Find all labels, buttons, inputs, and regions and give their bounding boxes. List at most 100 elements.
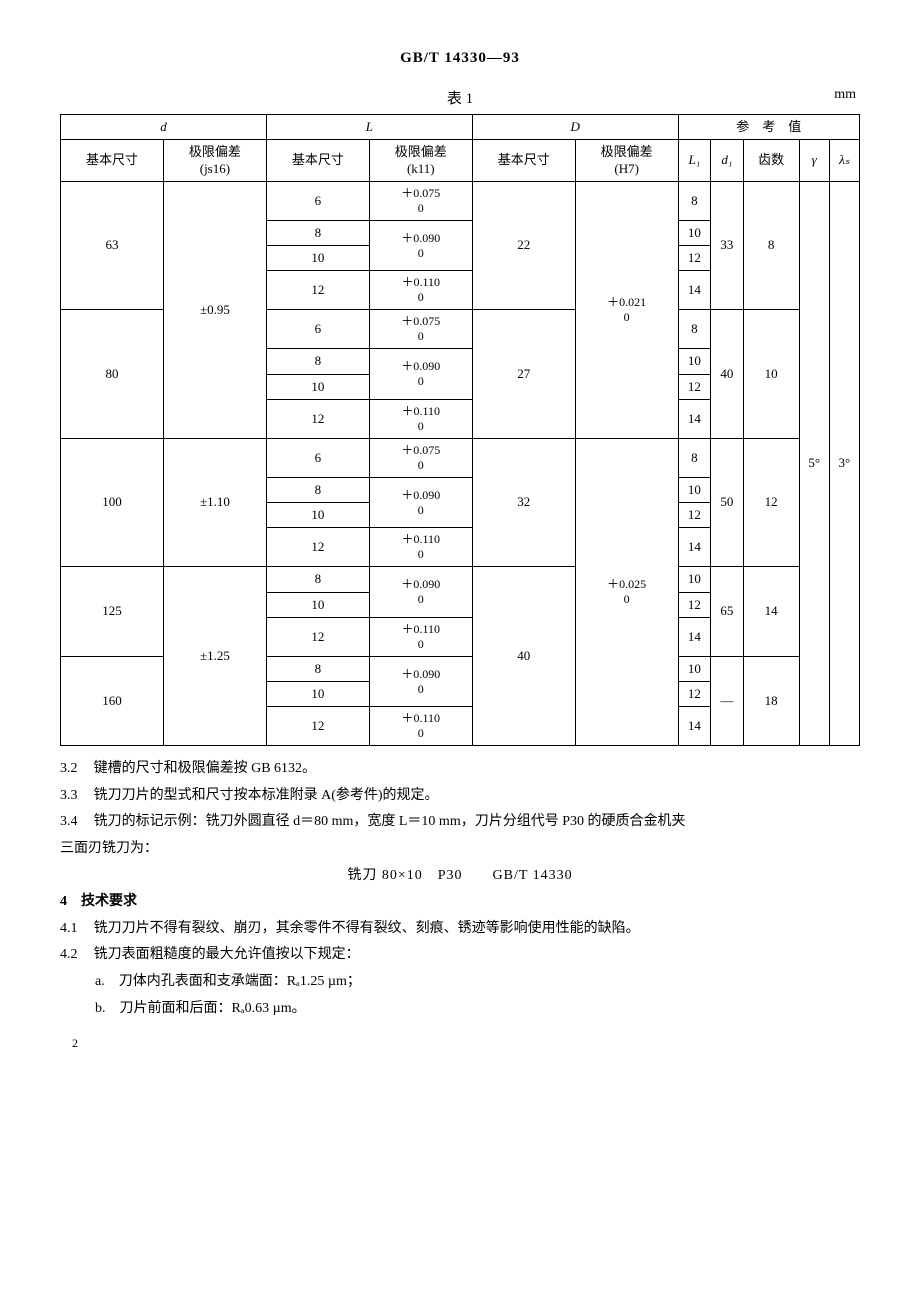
- table-caption-row: 表 1 mm: [60, 87, 860, 108]
- table-unit: mm: [834, 87, 856, 103]
- th-D: D: [472, 115, 678, 140]
- cell: 10: [266, 682, 369, 707]
- th-tol-js16: 极限偏差(js16): [163, 140, 266, 182]
- section-4-title: 4 技术要求: [60, 889, 860, 916]
- th-lambda: λₛ: [829, 140, 859, 182]
- cell: 125: [61, 567, 164, 657]
- th-teeth: 齿数: [743, 140, 799, 182]
- marking-example: 铣刀 80×10 P30 GB/T 14330: [60, 863, 860, 890]
- cell: ＋0.0900: [369, 220, 472, 271]
- cell: 12: [266, 707, 369, 746]
- cell: 10: [678, 656, 711, 681]
- clause-4-2: 铣刀表面粗糙度的最大允许值按以下规定：: [94, 947, 360, 962]
- clause-num: 4.1: [60, 916, 94, 943]
- clause-3-2: 键槽的尺寸和极限偏差按 GB 6132。: [94, 761, 316, 776]
- cell: ＋0.0900: [369, 656, 472, 707]
- body-text: 3.2键槽的尺寸和极限偏差按 GB 6132。 3.3铣刀刀片的型式和尺寸按本标…: [60, 756, 860, 1022]
- table-caption: 表 1: [447, 91, 473, 107]
- th-basic-L: 基本尺寸: [266, 140, 369, 182]
- cell: 10: [266, 592, 369, 617]
- clause-4-2a: 刀体内孔表面和支承端面：Rₐ1.25 µm；: [119, 974, 361, 989]
- th-ref: 参 考 值: [678, 115, 859, 140]
- clause-3-3: 铣刀刀片的型式和尺寸按本标准附录 A(参考件)的规定。: [94, 788, 439, 803]
- cell: 6: [266, 181, 369, 220]
- cell: 160: [61, 656, 164, 746]
- cell: 10: [678, 349, 711, 374]
- cell: ＋0.0750: [369, 310, 472, 349]
- th-L: L: [266, 115, 472, 140]
- cell: 12: [266, 617, 369, 656]
- th-d1: d₁: [711, 140, 744, 182]
- cell: 8: [266, 656, 369, 681]
- cell: 100: [61, 438, 164, 567]
- cell: ＋0.0900: [369, 567, 472, 618]
- cell: 8: [266, 567, 369, 592]
- cell: 12: [266, 528, 369, 567]
- cell: 12: [678, 503, 711, 528]
- cell: 14: [678, 399, 711, 438]
- cell: 10: [678, 220, 711, 245]
- cell: 40: [472, 567, 575, 746]
- cell: 40: [711, 310, 744, 439]
- clause-num: 3.4: [60, 809, 94, 836]
- cell: 14: [678, 617, 711, 656]
- cell: 10: [266, 503, 369, 528]
- th-L1: L₁: [678, 140, 711, 182]
- cell: ＋0.1100: [369, 271, 472, 310]
- cell: 12: [678, 682, 711, 707]
- cell: 12: [678, 592, 711, 617]
- clause-num: 3.3: [60, 783, 94, 810]
- cell: 14: [678, 271, 711, 310]
- cell: 80: [61, 310, 164, 439]
- cell: 65: [711, 567, 744, 657]
- cell: ＋0.1100: [369, 707, 472, 746]
- th-gamma: γ: [799, 140, 829, 182]
- th-basic-d: 基本尺寸: [61, 140, 164, 182]
- clause-4-2b-label: b.: [95, 1001, 120, 1016]
- clause-num: 4.2: [60, 942, 94, 969]
- th-tol-H7: 极限偏差(H7): [575, 140, 678, 182]
- cell: ＋0.0900: [369, 349, 472, 400]
- cell: ＋0.0750: [369, 181, 472, 220]
- page-number: 2: [60, 1036, 860, 1051]
- table-1-wrap: 表 1 mm d L D 参 考 值 基本尺寸 极限偏差(js16) 基本尺寸 …: [60, 87, 860, 746]
- clause-num: 3.2: [60, 756, 94, 783]
- cell: 50: [711, 438, 744, 567]
- clause-4-2a-label: a.: [95, 974, 119, 989]
- cell: 8: [678, 438, 711, 477]
- cell: 8: [266, 349, 369, 374]
- cell: ±1.10: [163, 438, 266, 567]
- clause-4-1: 铣刀刀片不得有裂纹、崩刃，其余零件不得有裂纹、刻痕、锈迹等影响使用性能的缺陷。: [94, 921, 640, 936]
- cell: 6: [266, 310, 369, 349]
- table-1: d L D 参 考 值 基本尺寸 极限偏差(js16) 基本尺寸 极限偏差(k1…: [60, 114, 860, 746]
- cell: ＋0.1100: [369, 617, 472, 656]
- cell: 22: [472, 181, 575, 310]
- cell: 8: [266, 477, 369, 502]
- cell: 5°: [799, 181, 829, 746]
- cell: 10: [678, 567, 711, 592]
- doc-code: GB/T 14330—93: [60, 50, 860, 67]
- cell: 10: [743, 310, 799, 439]
- cell: 12: [678, 374, 711, 399]
- cell: 14: [678, 528, 711, 567]
- cell: 8: [678, 310, 711, 349]
- cell: 12: [743, 438, 799, 567]
- cell: 8: [743, 181, 799, 310]
- cell: ＋0.1100: [369, 528, 472, 567]
- cell: ±0.95: [163, 181, 266, 438]
- cell: 14: [678, 707, 711, 746]
- cell: ＋0.0250: [575, 438, 678, 746]
- cell: ＋0.0900: [369, 477, 472, 528]
- cell: 10: [678, 477, 711, 502]
- clause-3-4b: 三面刃铣刀为：: [60, 836, 860, 863]
- cell: 32: [472, 438, 575, 567]
- cell: ＋0.1100: [369, 399, 472, 438]
- cell: ±1.25: [163, 567, 266, 746]
- cell: 27: [472, 310, 575, 439]
- th-d: d: [61, 115, 267, 140]
- cell: 63: [61, 181, 164, 310]
- clause-4-2b: 刀片前面和后面：Rₐ0.63 µm。: [120, 1001, 306, 1016]
- cell: ＋0.0210: [575, 181, 678, 438]
- cell: 10: [266, 374, 369, 399]
- cell: 6: [266, 438, 369, 477]
